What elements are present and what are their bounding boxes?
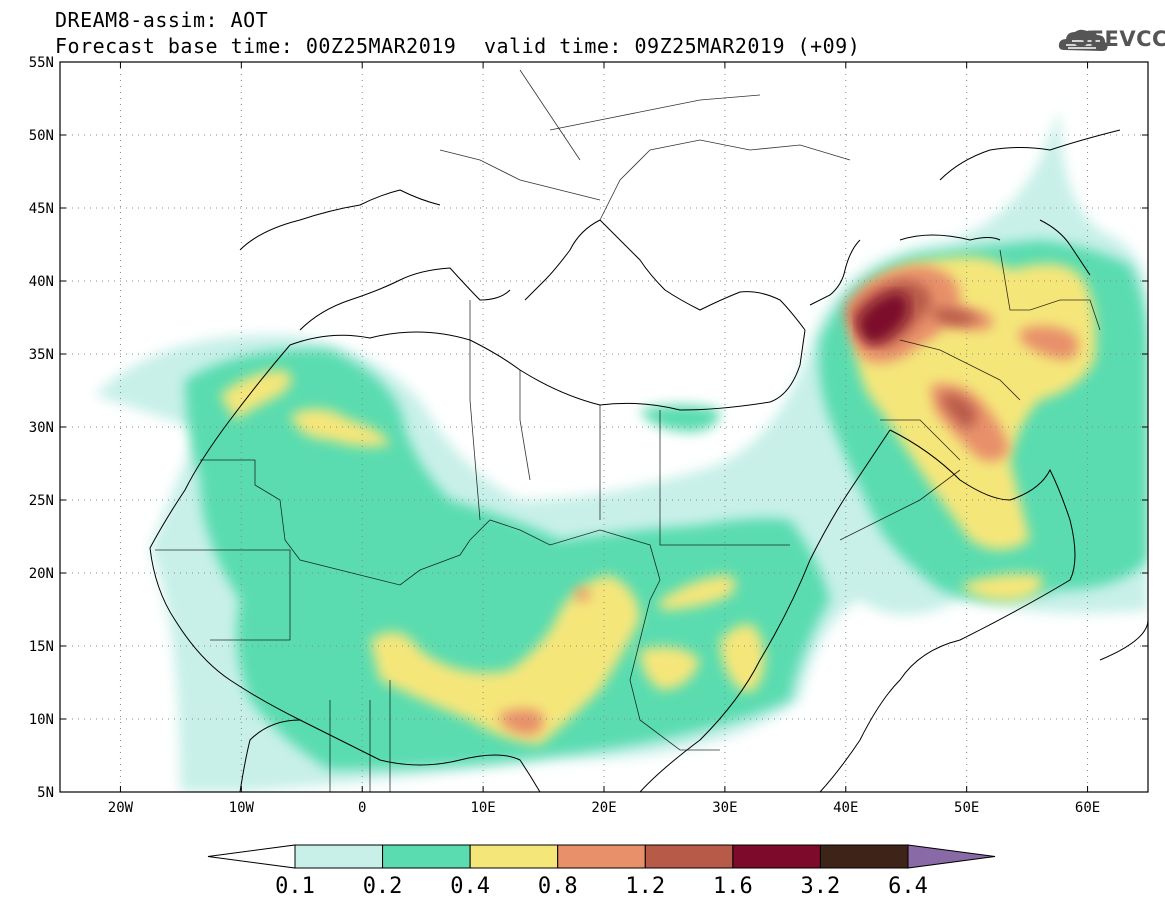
- lat-tick-label: 15N: [29, 639, 54, 655]
- colorbar-segment: [469, 844, 559, 869]
- aot-field: [95, 110, 1148, 792]
- lon-tick-label: 20W: [108, 800, 134, 816]
- title-base-time: Forecast base time: 00Z25MAR2019: [55, 34, 457, 58]
- lon-tick-label: 30E: [712, 800, 737, 816]
- longitude-labels: 20W 10W 0 10E 20E 30E 40E 50E 60E: [108, 800, 1100, 816]
- lat-tick-label: 40N: [29, 274, 54, 290]
- lon-tick-label: 0: [358, 800, 366, 816]
- lon-tick-label: 20E: [591, 800, 616, 816]
- coastlines: [149, 129, 1148, 792]
- title-line-1: DREAM8-assim: AOT: [55, 8, 269, 32]
- colorbar-high-arrow: [907, 844, 996, 869]
- lon-tick-label: 40E: [833, 800, 858, 816]
- logo-text: SEEVCCC: [1074, 27, 1165, 51]
- lon-tick-label: 60E: [1075, 800, 1100, 816]
- lat-tick-label: 5N: [37, 785, 54, 801]
- colorbar-label: 0.1: [275, 874, 315, 899]
- colorbar-label: 0.8: [538, 874, 578, 899]
- lon-tick-label: 10W: [229, 800, 255, 816]
- lat-tick-label: 45N: [29, 201, 54, 217]
- lat-tick-label: 55N: [29, 55, 54, 71]
- colorbar-label: 1.6: [713, 874, 753, 899]
- lat-tick-label: 20N: [29, 566, 54, 582]
- lat-tick-label: 35N: [29, 347, 54, 363]
- latitude-labels: 5N 10N 15N 20N 25N 30N 35N 40N 45N 50N 55N: [29, 55, 54, 801]
- title-valid-time: valid time: 09Z25MAR2019 (+09): [484, 34, 861, 58]
- colorbar-segment: [732, 844, 821, 869]
- colorbar-segment: [644, 844, 734, 869]
- cloud-icon: [1058, 29, 1108, 51]
- colorbar-segment: [819, 844, 909, 869]
- colorbar-label: 0.2: [363, 874, 403, 899]
- tick-marks: [60, 61, 1148, 793]
- colorbar-label: 6.4: [888, 874, 928, 899]
- colorbar: 0.1 0.2 0.4 0.8 1.2 1.6 3.2 6.4: [207, 844, 996, 899]
- colorbar-segment: [382, 844, 471, 869]
- lon-tick-label: 10E: [470, 800, 495, 816]
- colorbar-label: 1.2: [625, 874, 665, 899]
- colorbar-label: 0.4: [450, 874, 490, 899]
- lat-tick-label: 50N: [29, 128, 54, 144]
- colorbar-segment: [557, 844, 646, 869]
- colorbar-segment: [294, 844, 384, 869]
- graticule: [60, 62, 1148, 792]
- lon-tick-label: 50E: [954, 800, 979, 816]
- colorbar-low-arrow: [207, 844, 296, 869]
- lat-tick-label: 10N: [29, 712, 54, 728]
- colorbar-label: 3.2: [801, 874, 841, 899]
- country-borders: [155, 69, 1101, 792]
- lat-tick-label: 25N: [29, 493, 54, 509]
- lat-tick-label: 30N: [29, 420, 54, 436]
